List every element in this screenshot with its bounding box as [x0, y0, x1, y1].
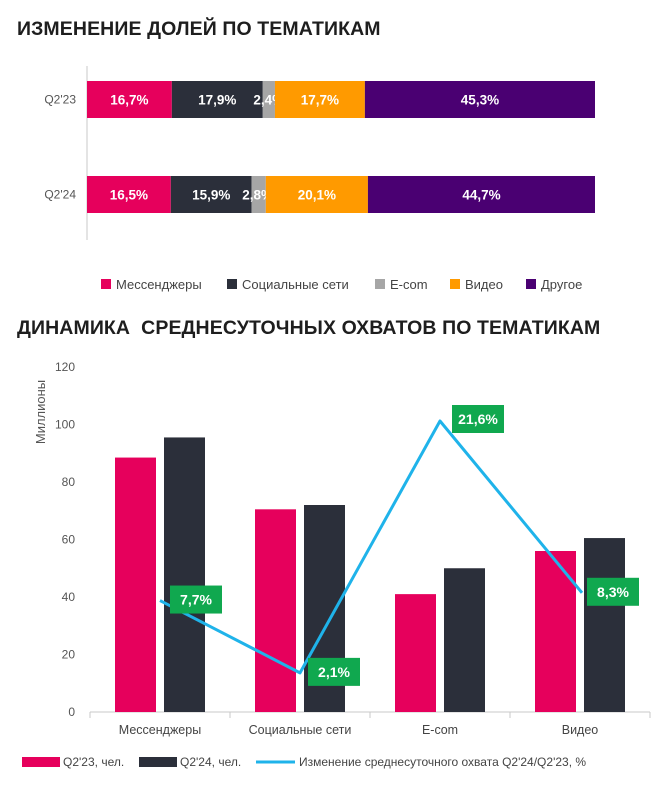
line-value-box — [452, 405, 504, 433]
legend-label: Другое — [541, 277, 582, 292]
legend-swatch — [139, 757, 177, 767]
grouped-bar — [115, 457, 156, 712]
legend-swatch — [227, 279, 237, 289]
grouped-bar — [395, 594, 436, 712]
line-value-label: 21,6% — [458, 411, 498, 427]
stacked-segment — [170, 176, 252, 213]
segment-value-label: 15,9% — [192, 188, 230, 203]
legend-swatch — [101, 279, 111, 289]
legend-label: Изменение среднесуточного охвата Q2'24/Q… — [299, 755, 586, 769]
y-tick-label: 60 — [62, 533, 76, 547]
grouped-bar — [444, 568, 485, 712]
line-value-box — [308, 657, 360, 686]
category-label: Q2'24 — [44, 188, 76, 202]
change-line — [159, 419, 584, 675]
segment-value-label: 16,5% — [110, 188, 148, 203]
segment-value-label: 17,7% — [301, 93, 339, 108]
y-tick-label: 80 — [62, 475, 76, 489]
x-tick-label: Видео — [562, 723, 599, 737]
segment-value-label: 45,3% — [461, 93, 499, 108]
x-tick-label: Мессенджеры — [119, 723, 201, 737]
stacked-segment — [262, 81, 275, 118]
y-axis-title: Миллионы — [33, 380, 48, 444]
line-value-box — [587, 577, 639, 606]
stacked-segment — [87, 176, 171, 213]
legend-label: Социальные сети — [242, 277, 349, 292]
line-value-label: 8,3% — [597, 584, 629, 600]
grouped-bar — [535, 551, 576, 712]
legend-swatch — [450, 279, 460, 289]
grouped-bar — [584, 538, 625, 712]
line-value-label: 2,1% — [318, 664, 350, 680]
legend-label: Q2'23, чел. — [63, 755, 124, 769]
segment-value-label: 16,7% — [110, 93, 148, 108]
legend-label: Q2'24, чел. — [180, 755, 241, 769]
legend-label: Видео — [465, 277, 503, 292]
grouped-bar — [255, 509, 296, 712]
chart-title-reach: ДИНАМИКА СРЕДНЕСУТОЧНЫХ ОХВАТОВ ПО ТЕМАТ… — [17, 317, 601, 339]
chart-title-shares: ИЗМЕНЕНИЕ ДОЛЕЙ ПО ТЕМАТИКАМ — [17, 18, 381, 40]
line-value-label: 7,7% — [180, 592, 212, 608]
stacked-segment — [367, 176, 595, 213]
y-tick-label: 20 — [62, 648, 76, 662]
stacked-segment — [251, 176, 266, 213]
y-tick-label: 0 — [68, 705, 75, 719]
segment-value-label: 2,8% — [242, 188, 273, 203]
y-tick-label: 100 — [55, 418, 75, 432]
legend-swatch — [22, 757, 60, 767]
segment-value-label: 20,1% — [298, 188, 336, 203]
legend-label: Мессенджеры — [116, 277, 202, 292]
stacked-segment — [364, 81, 595, 118]
stacked-segment — [274, 81, 365, 118]
y-tick-label: 40 — [62, 590, 76, 604]
grouped-bar — [164, 437, 205, 712]
y-tick-label: 120 — [55, 360, 75, 374]
category-label: Q2'23 — [44, 93, 76, 107]
legend-swatch — [375, 279, 385, 289]
segment-value-label: 17,9% — [198, 93, 236, 108]
stacked-segment — [87, 81, 172, 118]
legend-label: E-com — [390, 277, 428, 292]
stacked-segment — [171, 81, 263, 118]
x-tick-label: Социальные сети — [249, 723, 352, 737]
legend-swatch — [526, 279, 536, 289]
x-tick-label: E-com — [422, 723, 458, 737]
line-value-box — [170, 585, 222, 614]
segment-value-label: 44,7% — [462, 188, 500, 203]
stacked-segment — [265, 176, 368, 213]
